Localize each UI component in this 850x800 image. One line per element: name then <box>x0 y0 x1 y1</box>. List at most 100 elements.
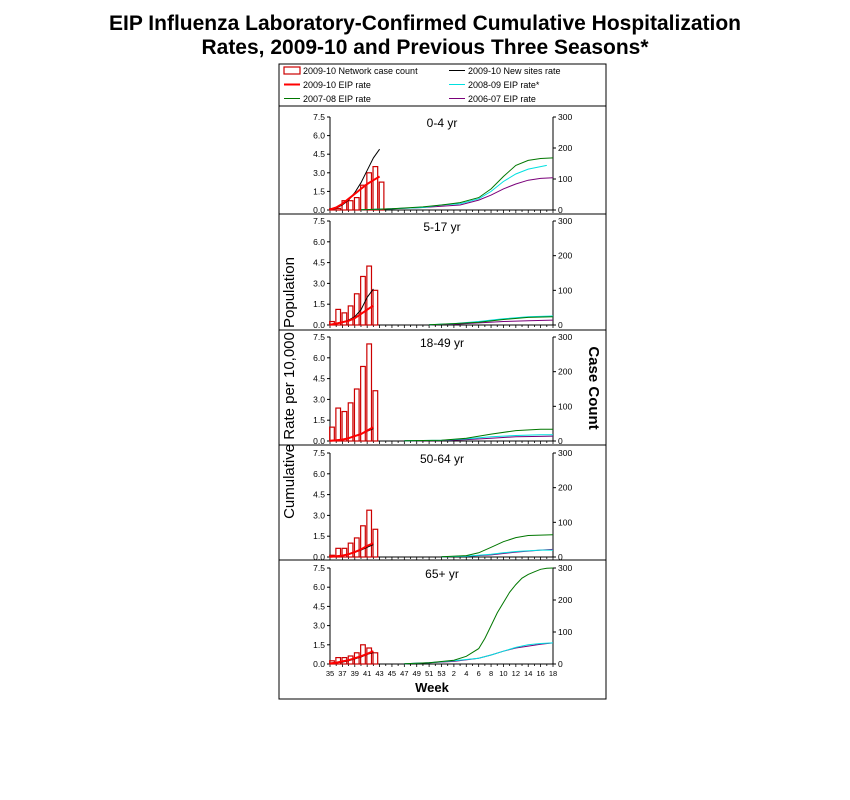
legend-item: 2009-10 EIP rate <box>284 80 371 90</box>
rate-line-eip-2009 <box>329 175 381 211</box>
rate-line-eip-2007 <box>441 534 554 558</box>
rate-line-eip-2009 <box>329 650 374 665</box>
case-count-bar <box>335 207 342 211</box>
panel: 0.0 1.5 3.0 4.5 6.0 7.5 0 100 200 300 18-49 yr <box>279 332 606 446</box>
left-tick-label: 1.5 <box>313 186 325 196</box>
right-tick-label: 300 <box>558 332 572 342</box>
legend: 2009-10 Network case count 2009-10 New si… <box>278 63 607 107</box>
case-count-bar <box>372 166 379 211</box>
legend-label: 2007-08 EIP rate <box>303 94 371 104</box>
left-tick-label: 6.0 <box>313 353 325 363</box>
chart-outer-frame <box>278 63 607 700</box>
rate-line-eip-2007 <box>429 316 554 326</box>
axis-labels: Cumulative Rate per 10,000 Population Ca… <box>281 257 602 695</box>
case-count-bar <box>372 289 379 326</box>
case-count-bar <box>347 402 354 442</box>
rate-line-eip-2007 <box>404 567 554 665</box>
left-tick-label: 4.5 <box>313 490 325 500</box>
case-count-bar <box>360 525 366 558</box>
rate-line-eip-2009 <box>329 426 374 442</box>
case-count-bar <box>378 181 385 211</box>
case-count-bar <box>341 312 348 326</box>
x-tick-label: 49 <box>413 669 421 678</box>
right-tick-label: 300 <box>558 112 572 122</box>
panel-label: 50-64 yr <box>420 452 464 466</box>
x-tick-label: 2 <box>452 669 456 678</box>
left-tick-label: 4.5 <box>313 601 325 611</box>
left-tick-label: 3.0 <box>313 168 325 178</box>
left-tick-label: 7.5 <box>313 112 325 122</box>
case-count-bar <box>353 537 360 558</box>
right-tick-label: 300 <box>558 563 572 573</box>
legend-label: 2009-10 Network case count <box>303 66 418 76</box>
legend-label: 2006-07 EIP rate <box>468 94 536 104</box>
right-tick-label: 200 <box>558 143 572 153</box>
right-tick-label: 200 <box>558 483 572 493</box>
left-tick-label: 6.0 <box>313 237 325 247</box>
rate-line-eip-2006 <box>360 177 554 211</box>
legend-item: 2009-10 Network case count <box>283 66 418 76</box>
x-tick-label: 4 <box>464 669 468 678</box>
case-count-bar <box>335 407 342 442</box>
left-axis-label: Cumulative Rate per 10,000 Population <box>281 257 298 519</box>
legend-item: 2007-08 EIP rate <box>284 94 371 104</box>
rate-line-eip-2006 <box>404 642 554 665</box>
right-tick-label: 100 <box>558 174 572 184</box>
x-axis-label: Week <box>415 680 449 695</box>
x-tick-label: 37 <box>338 669 346 678</box>
case-count-bar <box>360 365 366 442</box>
x-tick-label: 51 <box>425 669 433 678</box>
left-tick-label: 7.5 <box>313 563 325 573</box>
rate-line-eip-2006 <box>429 319 554 326</box>
x-tick-label: 45 <box>388 669 396 678</box>
left-tick-label: 6.0 <box>313 469 325 479</box>
panel-label: 0-4 yr <box>427 116 458 130</box>
rate-line-eip-2009 <box>329 304 374 326</box>
left-tick-label: 6.0 <box>313 582 325 592</box>
case-count-bar <box>366 265 373 326</box>
x-tick-label: 47 <box>400 669 408 678</box>
case-count-bar <box>353 293 360 326</box>
left-tick-label: 7.5 <box>313 332 325 342</box>
rate-line-eip-2008 <box>441 549 553 558</box>
x-tick-label: 14 <box>524 669 532 678</box>
left-tick-label: 1.5 <box>313 415 325 425</box>
rate-line-eip-2007 <box>404 428 553 442</box>
right-tick-label: 300 <box>558 216 572 226</box>
case-count-bar <box>341 547 348 558</box>
panel: 0.0 1.5 3.0 4.5 6.0 7.5 0 100 200 300 5-17 yr <box>279 216 606 331</box>
case-count-bar <box>360 275 366 326</box>
x-tick-label: 10 <box>499 669 507 678</box>
panel: 0.0 1.5 3.0 4.5 6.0 7.5 0 100 200 300 65+ yr 35 37 39… <box>279 563 606 700</box>
case-count-bar <box>347 305 354 326</box>
left-tick-label: 1.5 <box>313 299 325 309</box>
case-count-bar <box>347 542 354 558</box>
x-tick-label: 16 <box>536 669 544 678</box>
legend-label: 2009-10 EIP rate <box>303 80 371 90</box>
right-tick-label: 100 <box>558 627 572 637</box>
legend-item: 2009-10 New sites rate <box>449 66 561 76</box>
left-tick-label: 0.0 <box>313 205 325 215</box>
left-tick-label: 1.5 <box>313 531 325 541</box>
case-count-bar <box>372 528 379 558</box>
legend-swatch <box>283 66 301 75</box>
panel-label: 5-17 yr <box>423 220 460 234</box>
right-tick-label: 0 <box>558 320 563 330</box>
left-tick-label: 4.5 <box>313 374 325 384</box>
right-tick-label: 200 <box>558 251 572 261</box>
case-count-bar <box>366 343 373 442</box>
legend-label: 2008-09 EIP rate* <box>468 80 540 90</box>
x-tick-label: 41 <box>363 669 371 678</box>
case-count-bar <box>341 410 348 442</box>
panel-label: 65+ yr <box>425 567 459 581</box>
left-tick-label: 6.0 <box>313 131 325 141</box>
left-tick-label: 0.0 <box>313 320 325 330</box>
x-tick-label: 53 <box>437 669 445 678</box>
right-tick-label: 0 <box>558 436 563 446</box>
case-count-bar <box>372 652 379 665</box>
case-count-bar <box>366 172 373 211</box>
chart-title: EIP Influenza Laboratory-Confirmed Cumul… <box>0 12 850 60</box>
rate-line-eip-2009 <box>329 542 374 558</box>
right-tick-label: 200 <box>558 367 572 377</box>
